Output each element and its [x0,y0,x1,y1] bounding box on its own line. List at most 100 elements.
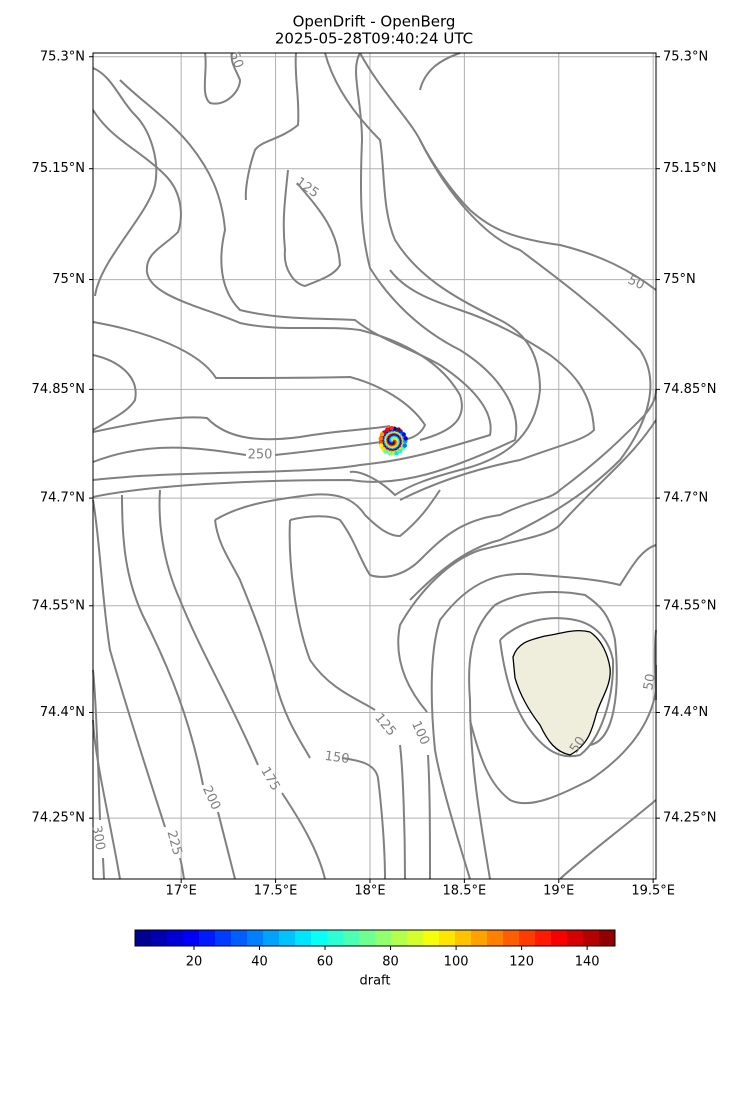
lat-tick-label: 74.25°N [663,811,716,826]
colorbar: 20 40 60 80 100 120 140 [134,929,616,970]
colorbar-segment [407,930,424,946]
subtitle: 2025-05-28T09:40:24 UTC [275,30,473,48]
contour-label: 100 [408,719,432,748]
lon-tick-label: 17.5°E [254,884,298,899]
lat-tick-label: 74.4°N [663,705,708,720]
contour [92,67,158,297]
contour-label: 250 [248,448,273,463]
colorbar-tick-label: 40 [251,955,268,970]
lat-tick-label: 75.15°N [32,161,85,176]
colorbar-segment [359,930,376,946]
contour [359,52,657,291]
contour [469,689,657,805]
colorbar-segment [519,930,536,946]
contour [92,499,185,880]
colorbar-segment [167,930,184,946]
contour [244,52,342,288]
contour [92,321,427,441]
colorbar-segment [535,930,552,946]
contour [92,439,396,463]
lon-tick-label: 18°E [354,884,385,899]
lat-tick-label: 75.15°N [663,161,716,176]
lat-tick-label: 74.7°N [40,491,85,506]
contour-label: 175 [257,764,282,793]
colorbar-label: draft [359,974,390,989]
contour [92,669,105,880]
colorbar-segment [327,930,344,946]
lat-tick-label: 74.25°N [32,811,85,826]
colorbar-segment [183,930,200,946]
colorbar-frame [134,929,616,947]
lat-tick-label: 74.55°N [663,598,716,613]
contour [214,489,441,538]
colorbar-segment [343,930,360,946]
map-frame [92,52,657,880]
contour [289,389,657,578]
lat-tick-label: 75°N [52,272,85,287]
contours [92,52,657,880]
contour-labels: 50 125 50 250 125 100 150 175 200 225 30… [88,50,658,857]
contour [158,489,326,880]
contour-label: 300 [88,824,107,851]
colorbar-segment [247,930,264,946]
particle [394,451,399,456]
colorbar-tick-label: 80 [382,955,399,970]
colorbar-segment [487,930,504,946]
contour [92,79,492,481]
particle [387,450,392,456]
contour [121,494,236,880]
particle [396,427,401,432]
particles [378,425,408,456]
colorbar-segment [311,930,328,946]
grid [93,53,656,879]
lat-tick-label: 74.85°N [663,382,716,397]
contour [389,269,596,501]
particle [378,443,384,448]
colorbar-segment [135,930,152,946]
colorbar-segment [279,930,296,946]
colorbar-tick-label: 60 [317,955,334,970]
contour-label: 125 [371,711,398,740]
contour [203,52,242,105]
lon-tick-label: 18.5°E [443,884,487,899]
lat-tick-label: 75.3°N [663,49,708,64]
colorbar-segment [151,930,168,946]
lat-tick-label: 74.55°N [32,598,85,613]
particle [379,432,385,437]
colorbar-tick-label: 140 [575,955,600,970]
lat-tick-label: 74.7°N [663,491,708,506]
contour [92,109,463,441]
island [512,630,611,756]
colorbar-segment [295,930,312,946]
colorbar-segment [263,930,280,946]
lat-tick-label: 74.4°N [40,705,85,720]
particle [398,448,403,454]
colorbar-segment [583,930,600,946]
lon-tick-label: 19°E [543,884,574,899]
particle [383,449,388,454]
colorbar-segment [423,930,440,946]
colorbar-segment [567,930,584,946]
contour-label: 50 [226,50,246,71]
colorbar-tick-label: 100 [444,955,469,970]
contour [92,52,518,498]
contour [92,719,121,880]
contour-label: 50 [625,273,646,294]
colorbar-segment [391,930,408,946]
lat-tick-label: 75.3°N [40,49,85,64]
contour [427,544,657,880]
colorbar-segment [375,930,392,946]
colorbar-segment [551,930,568,946]
lat-tick-label: 74.85°N [32,382,85,397]
colorbar-segment [199,930,216,946]
colorbar-segment [455,930,472,946]
lon-tick-label: 17°E [166,884,197,899]
colorbar-segment [439,930,456,946]
particle [403,436,408,441]
contour-label: 200 [199,784,223,813]
contour-label: 125 [293,175,322,202]
axes: 17°E 17.5°E 18°E 18.5°E 19°E 19.5°E 75.3°N 75.3… [32,49,717,898]
colorbar-segment [503,930,520,946]
particle [402,443,408,448]
